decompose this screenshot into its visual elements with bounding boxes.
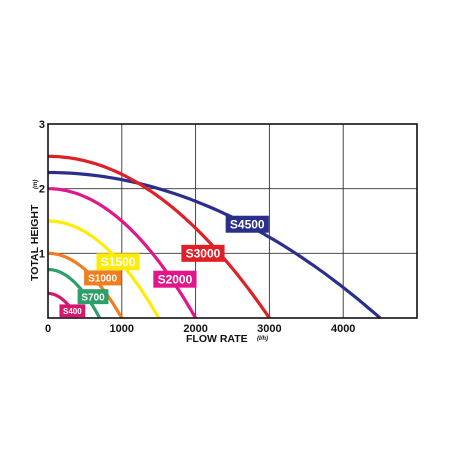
series-curve-s3000 [47,154,271,319]
series-label-box [96,253,140,271]
series-label-text: S2000 [158,273,193,287]
y-tick-label: 2 [39,184,45,196]
y-axis-ticks: 1 2 3 [39,119,45,260]
y-tick-label: 3 [39,119,45,131]
series-label-text: S1000 [88,274,117,285]
series-label-text: S4500 [230,218,265,232]
y-axis-unit: (m) [33,180,39,189]
series-curve-s4500 [48,170,382,320]
y-tick-label: 1 [39,248,45,260]
series-label-text: S1500 [101,255,136,269]
series-label-box [77,289,109,305]
x-axis-unit: (l/h) [257,336,268,342]
series-curve-s1000 [47,251,124,319]
series-label-s700: S700 [77,289,109,305]
series-curve-s1500 [48,219,161,319]
x-axis-label: FLOW RATE [186,333,248,345]
series-label-s4500: S4500 [225,215,269,233]
series-label-text: S400 [63,307,82,316]
series-label-s400: S400 [59,304,86,318]
y-axis-label: TOTAL HEIGHT [29,204,41,281]
series-label-box [181,244,225,262]
series-label-box [153,270,197,288]
series-label-box [59,304,86,318]
series-label-text: S700 [81,292,105,303]
y-axis-title: TOTAL HEIGHT (m) [29,180,41,281]
x-tick-label: 4000 [331,323,355,335]
x-axis-ticks: 0 1000 2000 3000 4000 [45,323,356,335]
series-label-s1500: S1500 [96,253,140,271]
series-label-box [84,270,122,286]
plot-frame [47,123,418,319]
x-axis-title: FLOW RATE (l/h) [186,333,268,345]
series-label-box [225,215,269,233]
series-label-s2000: S2000 [153,270,197,288]
series-labels: S4500 S3000 S2000 S1500 S1000 S700 S400 [59,215,269,318]
series-label-s1000: S1000 [84,270,122,286]
series-label-text: S3000 [186,247,221,261]
x-tick-label: 3000 [257,323,281,335]
series-label-s3000: S3000 [181,244,225,262]
x-tick-label: 2000 [183,323,207,335]
x-tick-label: 0 [45,323,51,335]
x-tick-label: 1000 [110,323,134,335]
